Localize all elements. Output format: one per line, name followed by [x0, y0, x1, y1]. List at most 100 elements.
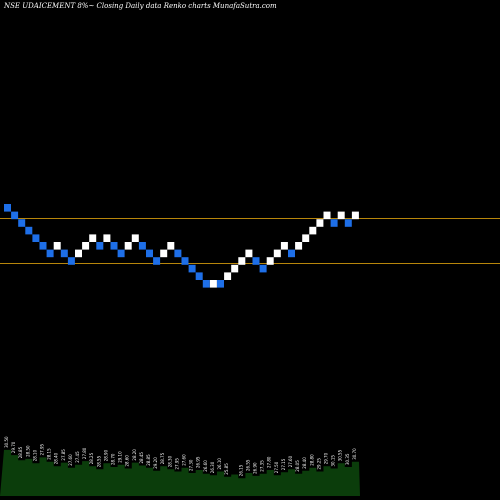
renko-brick-down — [39, 242, 47, 250]
volume-label: 29.70 — [324, 452, 329, 464]
volume-label: 27.45 — [75, 451, 80, 463]
renko-brick-down — [18, 219, 26, 227]
renko-brick-down — [181, 257, 189, 265]
volume-label: 29.25 — [316, 458, 321, 470]
volume-label: 30.15 — [331, 455, 336, 467]
volume-label: 29.10 — [118, 451, 123, 463]
volume-label: 28.70 — [111, 453, 116, 465]
renko-brick-up — [89, 234, 97, 242]
renko-brick-down — [32, 234, 40, 242]
renko-brick-down — [344, 219, 352, 227]
volume-label: 28.25 — [89, 452, 94, 464]
volume-label: 29.20 — [153, 457, 158, 469]
volume-label: 26.10 — [217, 458, 222, 470]
volume-label: 28.10 — [32, 449, 37, 461]
renko-brick-up — [337, 211, 345, 220]
volume-label: 27.60 — [288, 455, 293, 467]
volume-label: 27.80 — [267, 456, 272, 468]
volume-label: 30.70 — [352, 448, 357, 460]
renko-brick-up — [295, 242, 303, 250]
renko-brick-down — [11, 211, 19, 220]
renko-brick-down — [117, 249, 125, 258]
renko-brick-down — [46, 249, 54, 258]
volume-label: 27.35 — [260, 460, 265, 472]
volume-label: 28.40 — [302, 457, 307, 469]
volume-label: 28.90 — [103, 449, 108, 461]
volume-label: 27.15 — [281, 458, 286, 470]
renko-brick-down — [96, 242, 104, 250]
volume-label: 28.55 — [96, 455, 101, 467]
volume-label: 28.85 — [146, 454, 151, 466]
level-lines — [0, 218, 500, 264]
volume-label: 26.60 — [203, 460, 208, 472]
renko-brick-down — [110, 242, 118, 250]
renko-brick-up — [167, 242, 175, 250]
volume-label: 28.05 — [295, 460, 300, 472]
renko-brick-up — [309, 226, 317, 235]
volume-label: 25.85 — [224, 463, 229, 475]
volume-panel — [0, 449, 360, 496]
renko-brick-up — [209, 280, 217, 288]
renko-brick-down — [153, 257, 161, 265]
renko-brick-down — [4, 204, 11, 212]
renko-brick-up — [131, 234, 139, 242]
volume-label: 27.95 — [40, 443, 45, 455]
renko-brick-down — [188, 264, 196, 273]
renko-brick-up — [82, 242, 90, 250]
renko-brick-down — [60, 249, 68, 258]
volume-label: 27.50 — [274, 461, 279, 473]
volume-label: 30.50 — [4, 436, 9, 448]
renko-brick-up — [231, 264, 239, 273]
volume-label: 27.80 — [82, 447, 87, 459]
renko-brick-down — [174, 249, 182, 258]
volume-label: 28.30 — [167, 455, 172, 467]
volume-label: 26.30 — [210, 461, 215, 473]
renko-brick-up — [53, 242, 61, 250]
volume-label: 28.15 — [47, 448, 52, 460]
volume-area — [0, 449, 360, 496]
renko-brick-up — [75, 249, 82, 258]
renko-brick-down — [25, 226, 33, 235]
renko-brick-up — [245, 249, 253, 258]
renko-brick-down — [217, 280, 224, 288]
volume-label: 28.20 — [132, 449, 137, 461]
renko-brick-up — [224, 272, 232, 280]
volume-label: 28.45 — [139, 452, 144, 464]
volume-label: 27.30 — [189, 459, 194, 471]
volume-label: 27.60 — [182, 454, 187, 466]
volume-label: 28.50 — [25, 445, 30, 457]
volume-label: 28.60 — [125, 455, 130, 467]
renko-bricks — [4, 204, 359, 288]
renko-brick-up — [103, 234, 111, 242]
volume-label: 26.55 — [245, 459, 250, 471]
renko-brick-up — [266, 257, 274, 265]
volume-label: 30.35 — [345, 453, 350, 465]
renko-brick-up — [280, 242, 288, 250]
renko-brick-down — [138, 242, 146, 250]
renko-brick-down — [67, 257, 75, 265]
renko-brick-down — [202, 280, 210, 288]
volume-label: 26.90 — [253, 462, 258, 474]
volume-label: 29.70 — [11, 441, 16, 453]
volume-label: 26.15 — [238, 464, 243, 476]
renko-brick-down — [288, 249, 295, 258]
renko-brick-up — [323, 211, 331, 220]
volume-label: 28.80 — [309, 454, 314, 466]
volume-label: 28.40 — [54, 452, 59, 464]
renko-brick-down — [146, 249, 153, 258]
renko-brick-up — [273, 249, 281, 258]
chart-header: NSE UDAICEMENT 8%~ Closing Daily data Re… — [3, 2, 277, 10]
renko-brick-up — [124, 242, 132, 250]
volume-label: 27.85 — [61, 449, 66, 461]
volume-label: 28.85 — [18, 446, 23, 458]
renko-brick-up — [302, 234, 310, 242]
volume-label: 27.60 — [68, 454, 73, 466]
renko-brick-up — [351, 211, 359, 220]
volume-label: 26.95 — [196, 456, 201, 468]
renko-brick-up — [316, 219, 324, 227]
renko-brick-up — [238, 257, 246, 265]
volume-label: 27.95 — [174, 458, 179, 470]
